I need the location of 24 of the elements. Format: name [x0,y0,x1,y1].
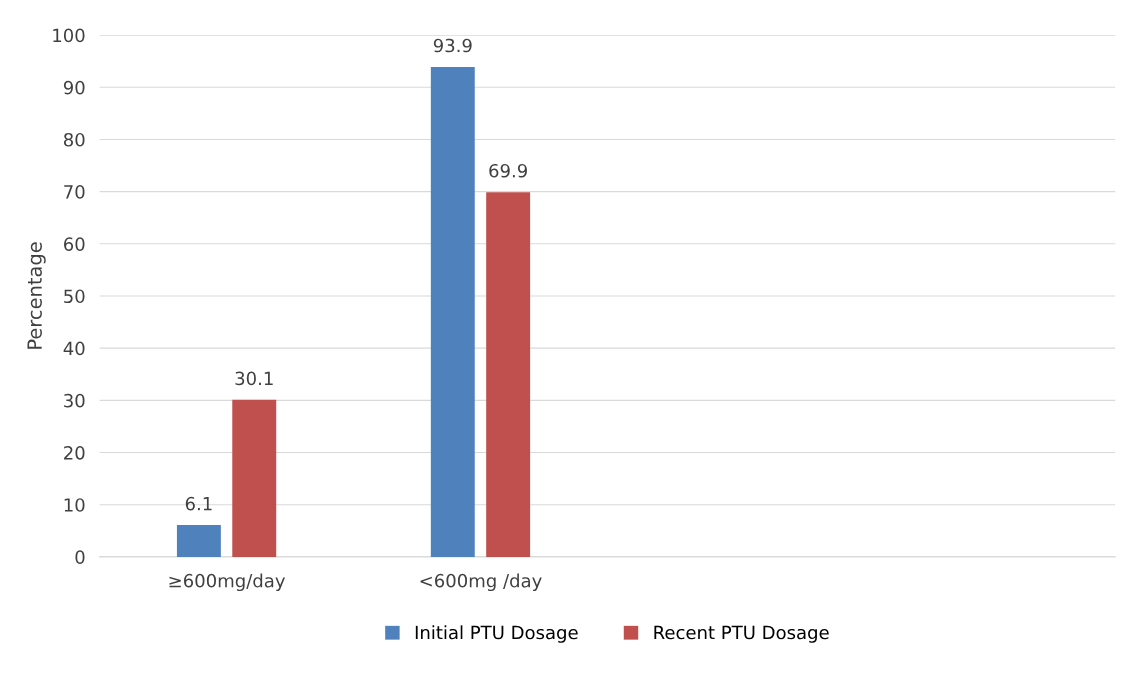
y-tick-label: 80 [63,132,85,147]
y-tick-label: 10 [64,498,85,512]
y-tick-label: 20 [64,445,85,460]
y-tick-label: 40 [63,341,85,356]
bar [486,192,531,557]
y-tick-label: 0 [75,550,85,564]
bar [232,399,277,557]
y-tick-label: 30 [64,393,85,408]
x-tick-label: <600mg /day [420,573,542,592]
y-tick-label: 60 [64,237,85,251]
data-label: 30.1 [235,371,273,386]
bar [176,525,221,557]
legend-label: Initial PTU Dosage [415,625,578,643]
y-tick-label: 90 [63,80,85,95]
data-label: 6.1 [185,496,212,511]
y-tick-label: 100 [53,28,85,43]
bar [430,66,475,557]
data-label: 69.9 [489,163,527,178]
legend-label: Recent PTU Dosage [654,625,829,643]
data-label: 93.9 [433,38,472,53]
x-tick-label: ≥600mg/day [169,573,285,592]
y-axis-title: Percentage [27,242,46,349]
y-tick-label: 70 [64,185,85,199]
y-tick-label: 50 [64,289,85,304]
